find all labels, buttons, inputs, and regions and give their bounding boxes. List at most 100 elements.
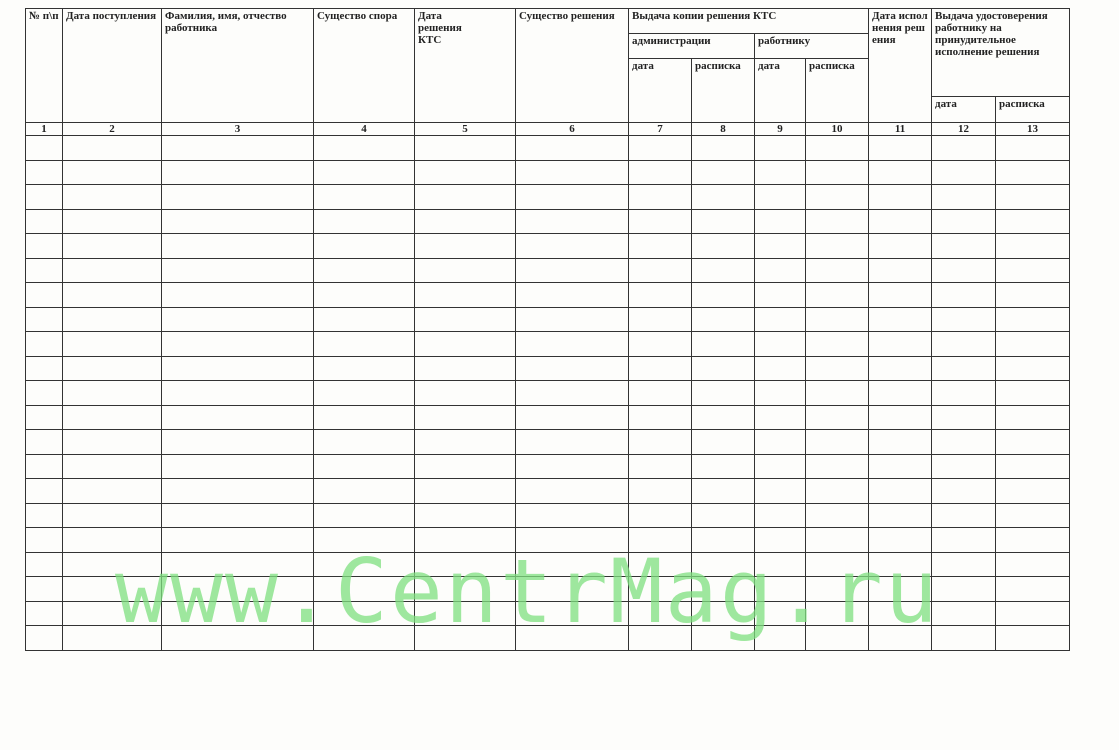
table-cell[interactable]	[414, 551, 516, 577]
table-cell[interactable]	[931, 208, 997, 234]
table-cell[interactable]	[931, 404, 997, 430]
table-cell[interactable]	[628, 453, 692, 479]
table-cell[interactable]	[161, 380, 314, 406]
table-cell[interactable]	[868, 306, 933, 332]
table-cell[interactable]	[515, 625, 629, 651]
table-cell[interactable]	[515, 331, 629, 357]
table-cell[interactable]	[995, 429, 1071, 455]
table-cell[interactable]	[414, 282, 516, 308]
table-cell[interactable]	[628, 135, 692, 161]
table-cell[interactable]	[628, 184, 692, 210]
table-cell[interactable]	[995, 135, 1071, 161]
table-cell[interactable]	[691, 135, 755, 161]
table-cell[interactable]	[804, 233, 870, 259]
table-cell[interactable]	[313, 404, 415, 430]
table-cell[interactable]	[25, 380, 63, 406]
table-cell[interactable]	[868, 159, 933, 185]
table-cell[interactable]	[25, 184, 63, 210]
table-cell[interactable]	[414, 527, 516, 553]
table-cell[interactable]	[868, 355, 933, 381]
table-cell[interactable]	[313, 257, 415, 283]
table-cell[interactable]	[25, 135, 63, 161]
table-cell[interactable]	[754, 331, 806, 357]
table-cell[interactable]	[161, 453, 314, 479]
table-cell[interactable]	[62, 208, 162, 234]
table-cell[interactable]	[931, 576, 997, 602]
table-cell[interactable]	[161, 625, 314, 651]
table-cell[interactable]	[62, 159, 162, 185]
table-cell[interactable]	[995, 625, 1071, 651]
table-cell[interactable]	[515, 502, 629, 528]
table-cell[interactable]	[515, 600, 629, 626]
table-cell[interactable]	[25, 355, 63, 381]
table-cell[interactable]	[754, 306, 806, 332]
table-cell[interactable]	[161, 257, 314, 283]
table-cell[interactable]	[691, 576, 755, 602]
table-cell[interactable]	[691, 380, 755, 406]
table-cell[interactable]	[25, 625, 63, 651]
table-cell[interactable]	[995, 208, 1071, 234]
table-cell[interactable]	[161, 502, 314, 528]
table-cell[interactable]	[931, 502, 997, 528]
table-cell[interactable]	[931, 257, 997, 283]
table-cell[interactable]	[414, 257, 516, 283]
table-cell[interactable]	[804, 380, 870, 406]
table-cell[interactable]	[754, 625, 806, 651]
table-cell[interactable]	[754, 282, 806, 308]
table-cell[interactable]	[868, 135, 933, 161]
table-cell[interactable]	[995, 282, 1071, 308]
table-cell[interactable]	[995, 184, 1071, 210]
table-cell[interactable]	[25, 527, 63, 553]
table-cell[interactable]	[754, 159, 806, 185]
table-cell[interactable]	[161, 306, 314, 332]
table-cell[interactable]	[754, 404, 806, 430]
table-cell[interactable]	[691, 159, 755, 185]
table-cell[interactable]	[628, 282, 692, 308]
table-cell[interactable]	[931, 135, 997, 161]
table-cell[interactable]	[628, 159, 692, 185]
table-cell[interactable]	[691, 257, 755, 283]
table-cell[interactable]	[931, 527, 997, 553]
table-cell[interactable]	[754, 233, 806, 259]
table-cell[interactable]	[804, 331, 870, 357]
table-cell[interactable]	[868, 404, 933, 430]
table-cell[interactable]	[414, 576, 516, 602]
table-cell[interactable]	[931, 380, 997, 406]
table-cell[interactable]	[25, 551, 63, 577]
table-cell[interactable]	[62, 404, 162, 430]
table-cell[interactable]	[515, 576, 629, 602]
table-cell[interactable]	[931, 355, 997, 381]
table-cell[interactable]	[754, 600, 806, 626]
table-cell[interactable]	[868, 527, 933, 553]
table-cell[interactable]	[868, 380, 933, 406]
table-cell[interactable]	[62, 576, 162, 602]
table-cell[interactable]	[804, 355, 870, 381]
table-cell[interactable]	[62, 355, 162, 381]
table-cell[interactable]	[414, 478, 516, 504]
table-cell[interactable]	[754, 527, 806, 553]
table-cell[interactable]	[628, 527, 692, 553]
table-cell[interactable]	[804, 527, 870, 553]
table-cell[interactable]	[691, 404, 755, 430]
table-cell[interactable]	[515, 233, 629, 259]
table-cell[interactable]	[161, 135, 314, 161]
table-cell[interactable]	[995, 355, 1071, 381]
table-cell[interactable]	[414, 429, 516, 455]
table-cell[interactable]	[62, 282, 162, 308]
table-cell[interactable]	[25, 208, 63, 234]
table-cell[interactable]	[62, 429, 162, 455]
table-cell[interactable]	[161, 551, 314, 577]
table-cell[interactable]	[995, 600, 1071, 626]
table-cell[interactable]	[628, 625, 692, 651]
table-cell[interactable]	[868, 429, 933, 455]
table-cell[interactable]	[414, 625, 516, 651]
table-cell[interactable]	[161, 576, 314, 602]
table-cell[interactable]	[313, 355, 415, 381]
table-cell[interactable]	[754, 453, 806, 479]
table-cell[interactable]	[414, 453, 516, 479]
table-cell[interactable]	[62, 380, 162, 406]
table-cell[interactable]	[62, 478, 162, 504]
table-cell[interactable]	[25, 429, 63, 455]
table-cell[interactable]	[515, 257, 629, 283]
table-cell[interactable]	[62, 527, 162, 553]
